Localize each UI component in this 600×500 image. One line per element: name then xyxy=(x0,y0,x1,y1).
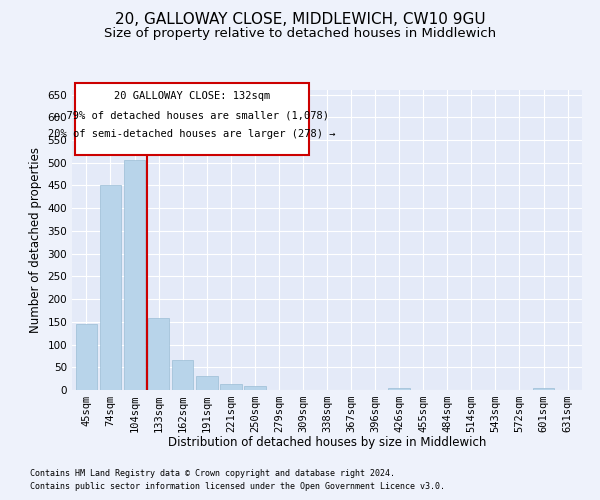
Bar xyxy=(124,160,145,390)
Bar xyxy=(533,388,554,390)
Bar xyxy=(76,324,97,390)
Bar xyxy=(100,186,121,390)
Bar xyxy=(388,388,410,390)
Text: 20, GALLOWAY CLOSE, MIDDLEWICH, CW10 9GU: 20, GALLOWAY CLOSE, MIDDLEWICH, CW10 9GU xyxy=(115,12,485,28)
Bar xyxy=(172,360,193,390)
Bar xyxy=(196,376,218,390)
Bar xyxy=(244,386,266,390)
Text: Size of property relative to detached houses in Middlewich: Size of property relative to detached ho… xyxy=(104,28,496,40)
Text: Contains HM Land Registry data © Crown copyright and database right 2024.: Contains HM Land Registry data © Crown c… xyxy=(30,468,395,477)
Text: 20 GALLOWAY CLOSE: 132sqm: 20 GALLOWAY CLOSE: 132sqm xyxy=(114,91,270,101)
Text: Contains public sector information licensed under the Open Government Licence v3: Contains public sector information licen… xyxy=(30,482,445,491)
Y-axis label: Number of detached properties: Number of detached properties xyxy=(29,147,42,333)
Bar xyxy=(148,318,169,390)
Text: 20% of semi-detached houses are larger (278) →: 20% of semi-detached houses are larger (… xyxy=(48,129,336,139)
Text: Distribution of detached houses by size in Middlewich: Distribution of detached houses by size … xyxy=(168,436,486,449)
Text: ← 79% of detached houses are smaller (1,078): ← 79% of detached houses are smaller (1,… xyxy=(55,110,329,120)
Bar xyxy=(220,384,242,390)
